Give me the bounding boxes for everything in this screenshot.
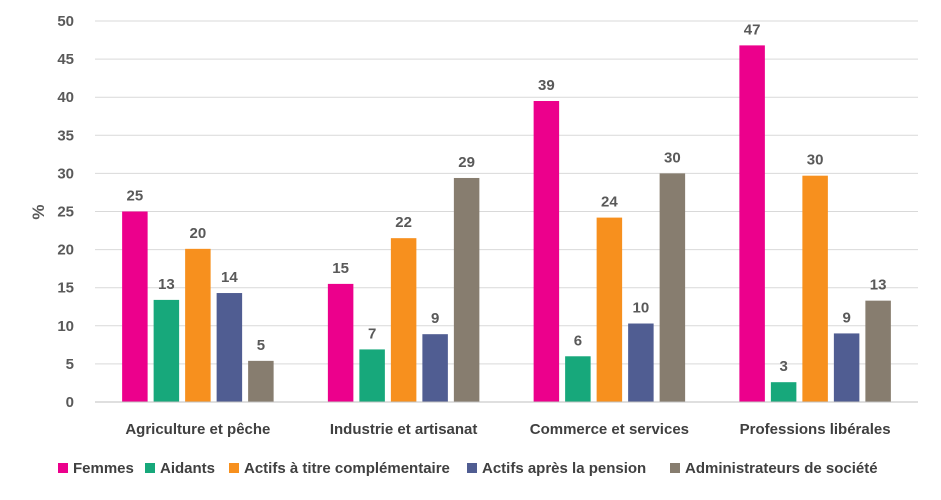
bar: [153, 299, 180, 402]
legend-swatch: [467, 463, 477, 473]
data-label: 29: [458, 154, 475, 171]
legend-label: Femmes: [73, 460, 134, 477]
category-label: Agriculture et pêche: [125, 421, 270, 438]
data-label: 10: [633, 300, 650, 317]
legend-swatch: [670, 463, 680, 473]
legend-swatch: [145, 463, 155, 473]
bar: [533, 101, 560, 402]
bar: [833, 333, 860, 402]
bar: [739, 45, 765, 402]
data-label: 22: [395, 214, 412, 231]
bar: [628, 323, 654, 402]
data-label: 14: [221, 269, 238, 286]
y-tick-label: 5: [66, 356, 74, 373]
data-label: 25: [127, 188, 144, 205]
y-axis-label: %: [29, 204, 48, 219]
bar: [359, 349, 385, 402]
category-label: Commerce et services: [530, 421, 689, 438]
data-label: 13: [158, 276, 175, 293]
legend-swatch: [229, 463, 239, 473]
data-label: 9: [842, 309, 850, 326]
bar: [802, 175, 828, 402]
y-tick-label: 45: [57, 51, 74, 68]
data-label: 47: [744, 21, 761, 38]
y-tick-label: 35: [57, 127, 74, 144]
bar: [565, 356, 591, 402]
y-tick-label: 25: [57, 204, 74, 221]
legend-label: Actifs après la pension: [482, 460, 646, 477]
y-tick-label: 10: [57, 318, 74, 335]
bar: [122, 211, 148, 402]
y-tick-label: 0: [66, 394, 74, 411]
data-label: 15: [332, 260, 349, 277]
y-tick-label: 50: [57, 13, 74, 30]
y-tick-label: 40: [57, 89, 74, 106]
data-label: 13: [870, 277, 887, 294]
bar: [327, 283, 354, 402]
data-label: 24: [601, 194, 618, 211]
data-label: 9: [431, 310, 439, 327]
legend: Femmes Aidants Actifs à titre complémentai…: [58, 460, 878, 477]
legend-swatch: [58, 463, 68, 473]
bar: [659, 173, 686, 402]
y-tick-label: 15: [57, 280, 74, 297]
bars: [122, 45, 891, 402]
y-tick-label: 20: [57, 242, 74, 259]
data-label: 39: [538, 77, 555, 94]
data-label: 30: [807, 152, 824, 169]
bar: [865, 300, 891, 402]
bar: [770, 382, 797, 402]
bar: [390, 238, 417, 402]
data-labels: 25 13 20 14 5 15 7 22 9 29 39 6 24 10 30 47 3 30 9 13: [127, 21, 887, 375]
data-label: 6: [574, 332, 582, 349]
category-label: Industrie et artisanat: [330, 421, 478, 438]
y-axis-ticks: 0 5 10 15 20 25 30 35 40 45 50: [57, 13, 74, 411]
bar: [216, 293, 243, 402]
data-label: 30: [664, 149, 681, 166]
category-label: Professions libérales: [740, 421, 891, 438]
x-axis-categories: Agriculture et pêche Industrie et artisan…: [125, 421, 890, 438]
legend-label: Administrateurs de société: [685, 460, 878, 477]
data-label: 3: [779, 358, 787, 375]
legend-label: Actifs à titre complémentaire: [244, 460, 450, 477]
bar: [453, 177, 480, 402]
legend-label: Aidants: [160, 460, 215, 477]
data-label: 7: [368, 325, 376, 342]
bar: [248, 360, 274, 402]
bar: [422, 334, 448, 402]
bar: [185, 248, 211, 402]
data-label: 5: [257, 337, 265, 354]
bar: [596, 217, 623, 402]
y-tick-label: 30: [57, 165, 74, 182]
data-label: 20: [190, 225, 207, 242]
